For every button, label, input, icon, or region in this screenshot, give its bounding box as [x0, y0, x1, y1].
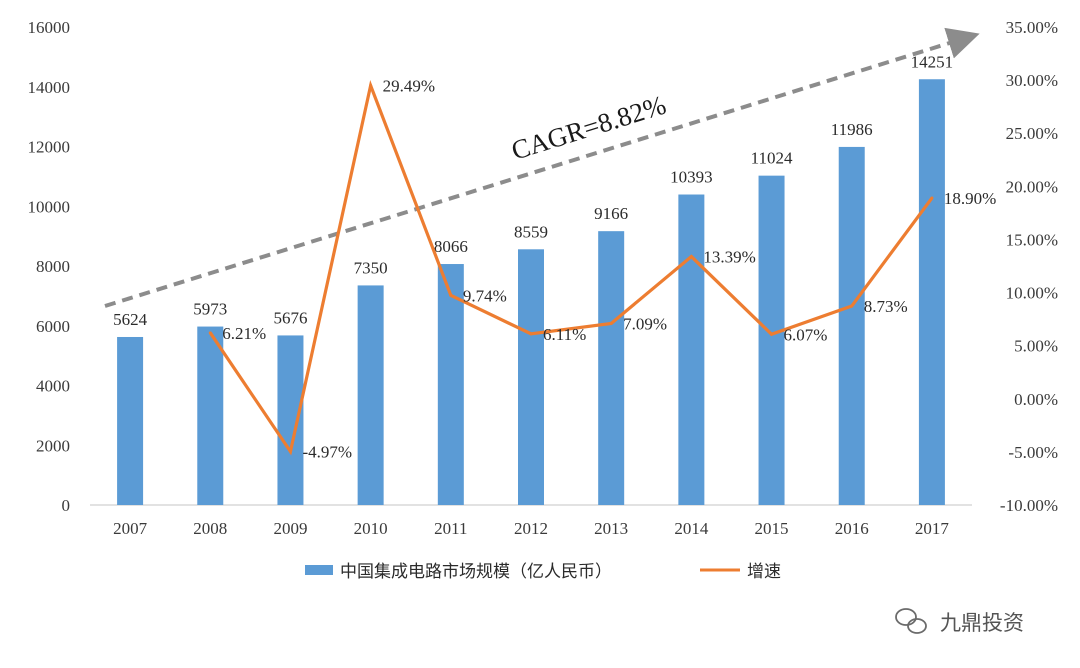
rate-labels: 6.21% -4.97% 29.49% 9.74% 6.11% 7.09% 13.39% 6.… — [222, 77, 996, 462]
rate-value-label: 6.07% — [784, 325, 828, 344]
bar — [678, 194, 705, 505]
bar — [758, 175, 785, 505]
cagr-arrow — [104, 27, 980, 308]
right-tick-label: 15.00% — [1006, 230, 1058, 249]
bar — [277, 335, 304, 505]
bar — [918, 79, 945, 505]
bar-value-label: 5676 — [273, 308, 307, 327]
bar — [357, 285, 384, 505]
growth-point — [930, 196, 934, 200]
right-tick-label: 0.00% — [1014, 390, 1058, 409]
right-tick-label: -10.00% — [1000, 496, 1058, 515]
bar-value-label: 8559 — [514, 222, 548, 241]
watermark: 九鼎投资 — [895, 608, 1024, 635]
bar — [197, 326, 224, 505]
bar-value-label: 11024 — [751, 149, 793, 168]
left-tick-label: 4000 — [36, 377, 70, 396]
right-axis-ticks: -10.00% -5.00% 0.00% 5.00% 10.00% 15.00% 20.00… — [1000, 18, 1058, 515]
rate-value-label: 18.90% — [944, 189, 996, 208]
rate-value-label: 9.74% — [463, 286, 507, 305]
bar — [437, 264, 464, 505]
growth-point — [689, 255, 693, 259]
right-tick-label: 5.00% — [1014, 337, 1058, 356]
growth-line — [208, 79, 934, 456]
growth-point — [850, 304, 854, 308]
growth-point — [449, 293, 453, 297]
growth-point — [770, 332, 774, 336]
left-axis-ticks: 0 2000 4000 6000 8000 10000 12000 14000 16000 — [28, 18, 71, 515]
bar-value-label: 8066 — [434, 237, 468, 256]
right-tick-label: 25.00% — [1006, 124, 1058, 143]
left-tick-label: 0 — [62, 496, 71, 515]
bar-value-label: 11986 — [831, 120, 873, 139]
legend-bar-label: 中国集成电路市场规模（亿人民币） — [340, 562, 612, 582]
bar — [518, 249, 544, 505]
x-tick-label: 2014 — [674, 519, 709, 538]
rate-value-label: -4.97% — [302, 443, 352, 462]
legend-line-label: 增速 — [747, 562, 781, 582]
rate-value-label: 7.09% — [623, 314, 667, 333]
right-tick-label: 35.00% — [1006, 18, 1058, 37]
bar-value-label: 5624 — [113, 310, 148, 329]
right-tick-label: 30.00% — [1006, 71, 1058, 90]
x-tick-label: 2007 — [113, 519, 148, 538]
growth-point — [288, 450, 292, 454]
x-tick-label: 2010 — [354, 519, 388, 538]
x-tick-label: 2009 — [273, 519, 307, 538]
left-tick-label: 6000 — [36, 317, 70, 336]
right-tick-label: 10.00% — [1006, 284, 1058, 303]
x-tick-label: 2012 — [514, 519, 548, 538]
bar-value-label: 7350 — [354, 258, 388, 277]
growth-point — [529, 332, 533, 336]
left-tick-label: 10000 — [28, 197, 71, 216]
left-tick-label: 14000 — [28, 78, 71, 97]
bar-value-label: 5973 — [193, 300, 227, 319]
x-tick-label: 2013 — [594, 519, 628, 538]
growth-point — [208, 331, 212, 335]
x-tick-label: 2017 — [915, 519, 950, 538]
bar-value-label: 14251 — [911, 52, 954, 71]
x-tick-label: 2016 — [835, 519, 869, 538]
x-axis-ticks: 2007 2008 2009 2010 2011 2012 2013 2014 2015 2016… — [113, 519, 949, 538]
bar-value-label: 10393 — [670, 168, 713, 187]
bar — [838, 146, 865, 505]
bar-labels: 5624 5973 5676 7350 8066 8559 9166 10393 11024 11… — [113, 52, 953, 329]
legend: 中国集成电路市场规模（亿人民币） 增速 — [305, 562, 781, 582]
bar-value-label: 9166 — [594, 204, 628, 223]
line-series — [208, 79, 934, 456]
growth-point — [609, 321, 613, 325]
x-tick-label: 2011 — [434, 519, 467, 538]
bar-series — [117, 79, 945, 505]
rate-value-label: 8.73% — [864, 297, 908, 316]
bar — [117, 336, 144, 505]
x-tick-label: 2008 — [193, 519, 227, 538]
bar — [598, 231, 625, 505]
rate-value-label: 13.39% — [703, 248, 755, 267]
right-tick-label: 20.00% — [1006, 177, 1058, 196]
rate-value-label: 29.49% — [383, 77, 435, 96]
rate-value-label: 6.21% — [222, 324, 266, 343]
left-tick-label: 2000 — [36, 436, 70, 455]
rate-value-label: 6.11% — [543, 325, 586, 344]
wechat-icon — [895, 608, 927, 634]
legend-bar-swatch — [305, 565, 333, 575]
left-tick-label: 8000 — [36, 257, 70, 276]
growth-point — [369, 84, 373, 88]
watermark-text: 九鼎投资 — [940, 611, 1024, 635]
x-tick-label: 2015 — [755, 519, 789, 538]
right-tick-label: -5.00% — [1008, 443, 1058, 462]
left-tick-label: 12000 — [28, 138, 71, 157]
left-tick-label: 16000 — [28, 18, 71, 37]
